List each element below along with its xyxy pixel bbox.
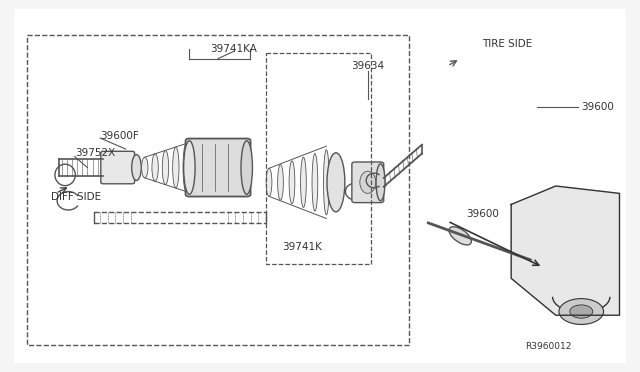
Bar bbox=[266, 53, 371, 263]
Ellipse shape bbox=[184, 141, 195, 194]
FancyBboxPatch shape bbox=[186, 138, 250, 196]
FancyBboxPatch shape bbox=[100, 151, 134, 184]
Text: DIFF SIDE: DIFF SIDE bbox=[51, 192, 101, 202]
Ellipse shape bbox=[266, 168, 272, 196]
Circle shape bbox=[559, 299, 604, 324]
Ellipse shape bbox=[278, 164, 284, 200]
Ellipse shape bbox=[163, 151, 169, 185]
Ellipse shape bbox=[323, 150, 329, 215]
Ellipse shape bbox=[327, 153, 345, 212]
Text: 39600F: 39600F bbox=[100, 131, 139, 141]
Text: R3960012: R3960012 bbox=[525, 342, 572, 351]
Text: 39752X: 39752X bbox=[75, 148, 115, 158]
Text: 39741KA: 39741KA bbox=[211, 44, 257, 54]
Ellipse shape bbox=[312, 154, 318, 211]
Text: 39741K: 39741K bbox=[282, 242, 322, 252]
Text: 39634: 39634 bbox=[351, 61, 385, 71]
Ellipse shape bbox=[289, 161, 295, 204]
Ellipse shape bbox=[132, 155, 141, 180]
Text: 39600: 39600 bbox=[467, 209, 499, 219]
Text: 39600: 39600 bbox=[581, 102, 614, 112]
Circle shape bbox=[570, 305, 593, 318]
Ellipse shape bbox=[360, 171, 376, 193]
Ellipse shape bbox=[141, 157, 148, 178]
Text: TIRE SIDE: TIRE SIDE bbox=[483, 39, 532, 49]
Polygon shape bbox=[511, 186, 620, 315]
Ellipse shape bbox=[60, 168, 71, 182]
Ellipse shape bbox=[173, 147, 179, 188]
Ellipse shape bbox=[301, 157, 307, 208]
Bar bbox=[27, 35, 409, 345]
Ellipse shape bbox=[152, 154, 158, 181]
FancyBboxPatch shape bbox=[352, 162, 384, 203]
Ellipse shape bbox=[241, 141, 252, 194]
Ellipse shape bbox=[183, 144, 189, 191]
FancyBboxPatch shape bbox=[14, 9, 626, 363]
Ellipse shape bbox=[376, 164, 385, 201]
Ellipse shape bbox=[449, 227, 471, 245]
